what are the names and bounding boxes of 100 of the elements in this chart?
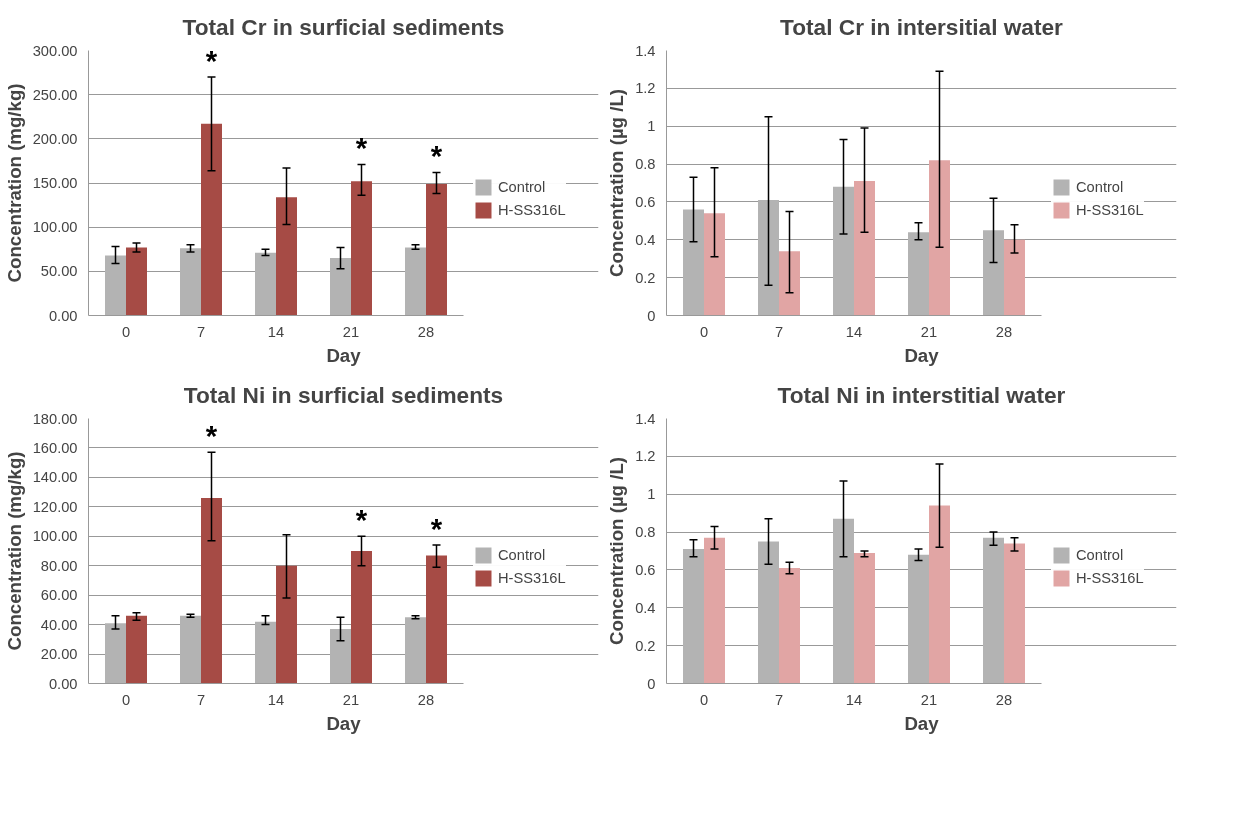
bar bbox=[105, 623, 126, 684]
y-tick-label: 120.00 bbox=[32, 498, 78, 515]
y-tick-label: 60.00 bbox=[40, 587, 78, 604]
x-axis-title: Day bbox=[904, 712, 940, 734]
bar bbox=[833, 518, 854, 684]
x-tick-label: 0 bbox=[699, 691, 709, 708]
y-tick-label: 140.00 bbox=[32, 469, 78, 486]
y-axis-title: Concentration (µg /L) bbox=[606, 89, 628, 277]
bar bbox=[126, 615, 147, 684]
x-tick-label: 14 bbox=[845, 691, 863, 708]
y-axis-title: Concentration (mg/kg) bbox=[3, 451, 25, 651]
legend-label: Control bbox=[1076, 179, 1124, 195]
x-axis-title: Day bbox=[326, 712, 362, 734]
bar bbox=[683, 209, 704, 316]
y-tick-label: 20.00 bbox=[40, 646, 78, 663]
bar bbox=[758, 541, 779, 684]
y-tick-label: 80.00 bbox=[40, 557, 78, 574]
x-tick-label: 7 bbox=[196, 691, 206, 708]
chart-title: Total Cr in intersitial water bbox=[780, 13, 1064, 40]
legend-label: H-SS316L bbox=[1076, 570, 1144, 586]
y-tick-label: 0 bbox=[647, 307, 656, 324]
y-tick-label: 0.6 bbox=[635, 193, 656, 210]
x-tick-label: 28 bbox=[995, 323, 1013, 340]
x-tick-label: 21 bbox=[920, 691, 938, 708]
bar bbox=[983, 537, 1004, 684]
x-tick-label: 28 bbox=[417, 323, 435, 340]
x-tick-label: 0 bbox=[121, 691, 131, 708]
x-tick-label: 14 bbox=[267, 691, 285, 708]
legend-label: H-SS316L bbox=[498, 570, 566, 586]
bar bbox=[351, 551, 372, 684]
y-tick-label: 200.00 bbox=[32, 130, 78, 147]
y-tick-label: 40.00 bbox=[40, 616, 78, 633]
bar bbox=[405, 247, 426, 316]
y-tick-label: 100.00 bbox=[32, 219, 78, 236]
bar bbox=[704, 213, 725, 316]
x-tick-label: 7 bbox=[774, 323, 784, 340]
y-tick-label: 0.00 bbox=[48, 675, 78, 692]
bar bbox=[779, 251, 800, 316]
x-tick-label: 14 bbox=[267, 323, 285, 340]
bar bbox=[255, 252, 276, 316]
y-tick-label: 50.00 bbox=[40, 263, 78, 280]
bar bbox=[983, 230, 1004, 316]
x-tick-label: 7 bbox=[774, 691, 784, 708]
y-tick-label: 0.4 bbox=[635, 599, 656, 616]
bar bbox=[276, 565, 297, 684]
bar bbox=[1004, 543, 1025, 684]
bar bbox=[201, 123, 222, 316]
bar bbox=[908, 232, 929, 316]
bar bbox=[105, 255, 126, 316]
x-tick-label: 21 bbox=[920, 323, 938, 340]
x-tick-label: 28 bbox=[995, 691, 1013, 708]
bar bbox=[854, 181, 875, 316]
x-axis-title: Day bbox=[904, 344, 940, 366]
y-tick-label: 1.4 bbox=[635, 42, 656, 59]
annotation: * bbox=[205, 419, 218, 453]
x-tick-label: 21 bbox=[342, 323, 360, 340]
y-axis-title: Concentration (mg/kg) bbox=[3, 83, 25, 283]
y-tick-label: 0.8 bbox=[635, 524, 656, 541]
bar bbox=[426, 555, 447, 684]
bar bbox=[426, 183, 447, 316]
y-tick-label: 0.2 bbox=[635, 269, 656, 286]
x-tick-label: 21 bbox=[342, 691, 360, 708]
bar bbox=[180, 615, 201, 684]
x-tick-label: 0 bbox=[699, 323, 709, 340]
annotation: * bbox=[430, 512, 443, 546]
x-tick-label: 14 bbox=[845, 323, 863, 340]
y-tick-label: 0.8 bbox=[635, 156, 656, 173]
bar bbox=[330, 258, 351, 316]
x-tick-label: 7 bbox=[196, 323, 206, 340]
bar bbox=[351, 181, 372, 316]
annotation: * bbox=[355, 131, 368, 165]
y-tick-label: 0 bbox=[647, 675, 656, 692]
bar bbox=[833, 186, 854, 316]
bar bbox=[779, 568, 800, 684]
bar bbox=[929, 160, 950, 316]
chart-title: Total Ni in interstitial water bbox=[777, 381, 1066, 408]
y-tick-label: 1 bbox=[647, 486, 656, 503]
y-axis-title: Concentration (µg /L) bbox=[606, 457, 628, 645]
bar bbox=[126, 247, 147, 316]
legend-label: Control bbox=[1076, 547, 1124, 563]
bar bbox=[758, 200, 779, 316]
annotation: * bbox=[205, 44, 218, 77]
y-tick-label: 1.2 bbox=[635, 448, 656, 465]
legend-label: Control bbox=[498, 547, 546, 563]
bar bbox=[854, 552, 875, 684]
x-tick-label: 28 bbox=[417, 691, 435, 708]
y-tick-label: 250.00 bbox=[32, 86, 78, 103]
y-tick-label: 0.4 bbox=[635, 231, 656, 248]
y-tick-label: 0.6 bbox=[635, 561, 656, 578]
bar bbox=[1004, 239, 1025, 316]
bar bbox=[405, 617, 426, 684]
y-tick-label: 160.00 bbox=[32, 439, 78, 456]
bar bbox=[180, 248, 201, 316]
chart-title: Total Cr in surficial sediments bbox=[182, 13, 505, 40]
bar bbox=[276, 197, 297, 316]
chart-title: Total Ni in surficial sediments bbox=[183, 381, 504, 408]
y-tick-label: 100.00 bbox=[32, 528, 78, 545]
y-tick-label: 1.2 bbox=[635, 80, 656, 97]
annotation: * bbox=[355, 503, 368, 537]
annotation: * bbox=[430, 139, 443, 173]
